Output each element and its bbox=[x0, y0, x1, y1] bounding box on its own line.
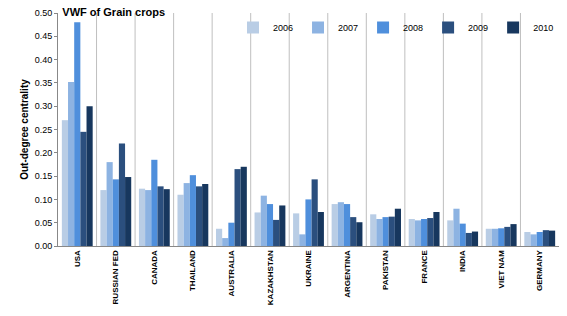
svg-text:KAZAKHSTAN: KAZAKHSTAN bbox=[266, 250, 275, 305]
svg-text:PAKISTAN: PAKISTAN bbox=[381, 250, 390, 290]
svg-text:VWF of Grain crops: VWF of Grain crops bbox=[62, 6, 165, 18]
svg-text:0.20: 0.20 bbox=[35, 148, 53, 158]
svg-text:0.50: 0.50 bbox=[35, 8, 53, 18]
svg-text:0.00: 0.00 bbox=[35, 241, 53, 251]
svg-text:0.05: 0.05 bbox=[35, 218, 53, 228]
svg-text:2007: 2007 bbox=[338, 23, 358, 33]
svg-text:CANADA: CANADA bbox=[150, 250, 159, 285]
svg-text:2006: 2006 bbox=[273, 23, 293, 33]
svg-text:0.15: 0.15 bbox=[35, 171, 53, 181]
svg-text:0.40: 0.40 bbox=[35, 55, 53, 65]
svg-text:2010: 2010 bbox=[533, 23, 553, 33]
svg-text:2009: 2009 bbox=[468, 23, 488, 33]
svg-text:THAILAND: THAILAND bbox=[188, 250, 197, 291]
svg-text:0.25: 0.25 bbox=[35, 125, 53, 135]
svg-text:AUSTRALIA: AUSTRALIA bbox=[227, 250, 236, 296]
svg-text:2008: 2008 bbox=[403, 23, 423, 33]
svg-text:USA: USA bbox=[73, 250, 82, 267]
svg-text:RUSSIAN FED: RUSSIAN FED bbox=[111, 250, 120, 304]
svg-text:Out-degree centrality: Out-degree centrality bbox=[19, 79, 30, 180]
svg-text:FRANCE: FRANCE bbox=[420, 250, 429, 284]
svg-text:0.35: 0.35 bbox=[35, 78, 53, 88]
svg-text:0.10: 0.10 bbox=[35, 195, 53, 205]
svg-text:ARGENTINA: ARGENTINA bbox=[343, 250, 352, 298]
svg-text:UKRAINE: UKRAINE bbox=[304, 250, 313, 287]
svg-text:VIET NAM: VIET NAM bbox=[497, 250, 506, 289]
svg-text:0.45: 0.45 bbox=[35, 31, 53, 41]
svg-text:INDIA: INDIA bbox=[458, 250, 467, 272]
svg-text:GERMANY: GERMANY bbox=[535, 250, 544, 292]
svg-text:0.30: 0.30 bbox=[35, 101, 53, 111]
